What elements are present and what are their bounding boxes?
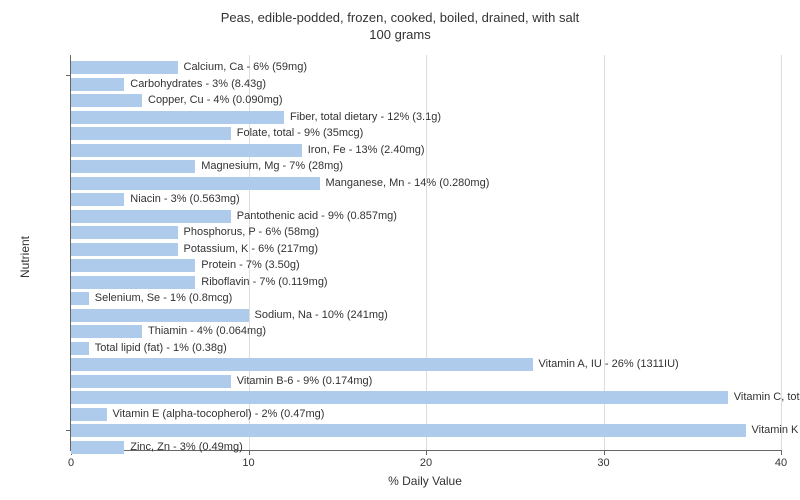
bar-label: Pantothenic acid - 9% (0.857mg) (231, 210, 397, 223)
bar (71, 391, 728, 404)
bar (71, 375, 231, 388)
bar (71, 226, 178, 239)
chart-title-line1: Peas, edible-podded, frozen, cooked, boi… (221, 10, 579, 25)
bar (71, 127, 231, 140)
x-tick-label: 40 (775, 457, 787, 469)
bar (71, 61, 178, 74)
bar (71, 358, 533, 371)
bar-label: Zinc, Zn - 3% (0.49mg) (124, 441, 242, 454)
bar-label: Calcium, Ca - 6% (59mg) (178, 61, 307, 74)
bar (71, 243, 178, 256)
bar (71, 424, 746, 437)
bar (71, 111, 284, 124)
bar (71, 210, 231, 223)
bar (71, 408, 107, 421)
bar-label: Manganese, Mn - 14% (0.280mg) (320, 177, 490, 190)
bar-label: Vitamin E (alpha-tocopherol) - 2% (0.47m… (107, 408, 325, 421)
bar-label: Fiber, total dietary - 12% (3.1g) (284, 111, 441, 124)
x-tick-label: 0 (68, 457, 74, 469)
bar-label: Niacin - 3% (0.563mg) (124, 193, 239, 206)
bar-label: Vitamin C, total ascorbic acid - 37% (22… (728, 391, 800, 404)
bar (71, 94, 142, 107)
y-tick (66, 75, 71, 76)
bar (71, 325, 142, 338)
bar-label: Iron, Fe - 13% (2.40mg) (302, 144, 425, 157)
bar-label: Sodium, Na - 10% (241mg) (249, 309, 388, 322)
chart-title: Peas, edible-podded, frozen, cooked, boi… (0, 0, 800, 44)
bar-label: Copper, Cu - 4% (0.090mg) (142, 94, 283, 107)
chart-title-line2: 100 grams (369, 27, 430, 42)
x-tick (781, 450, 782, 455)
bar-label: Protein - 7% (3.50g) (195, 259, 299, 272)
y-axis-label: Nutrient (18, 236, 32, 278)
bar (71, 441, 124, 454)
bar-label: Total lipid (fat) - 1% (0.38g) (89, 342, 227, 355)
x-tick (604, 450, 605, 455)
bar-label: Vitamin K (phylloquinone) - 38% (30.2mcg… (746, 424, 800, 437)
bar (71, 292, 89, 305)
bar (71, 342, 89, 355)
bar-label: Riboflavin - 7% (0.119mg) (195, 276, 327, 289)
x-tick-label: 20 (420, 457, 432, 469)
x-tick (249, 450, 250, 455)
bar-label: Magnesium, Mg - 7% (28mg) (195, 160, 343, 173)
bar-label: Phosphorus, P - 6% (58mg) (178, 226, 320, 239)
bar-label: Carbohydrates - 3% (8.43g) (124, 78, 266, 91)
bar (71, 177, 320, 190)
x-tick (426, 450, 427, 455)
x-axis-label: % Daily Value (388, 474, 462, 488)
bar-label: Potassium, K - 6% (217mg) (178, 243, 319, 256)
x-tick-label: 30 (597, 457, 609, 469)
plot-area: 010203040Calcium, Ca - 6% (59mg)Carbohyd… (70, 55, 781, 451)
x-tick-label: 10 (242, 457, 254, 469)
bar-label: Thiamin - 4% (0.064mg) (142, 325, 266, 338)
bar (71, 309, 249, 322)
bar-label: Vitamin B-6 - 9% (0.174mg) (231, 375, 373, 388)
nutrient-chart: Peas, edible-podded, frozen, cooked, boi… (0, 0, 800, 500)
bar (71, 276, 195, 289)
bar (71, 193, 124, 206)
bar (71, 144, 302, 157)
bar (71, 160, 195, 173)
bar-label: Vitamin A, IU - 26% (1311IU) (533, 358, 679, 371)
bar (71, 259, 195, 272)
bar-label: Selenium, Se - 1% (0.8mcg) (89, 292, 233, 305)
bar (71, 78, 124, 91)
bar-label: Folate, total - 9% (35mcg) (231, 127, 364, 140)
